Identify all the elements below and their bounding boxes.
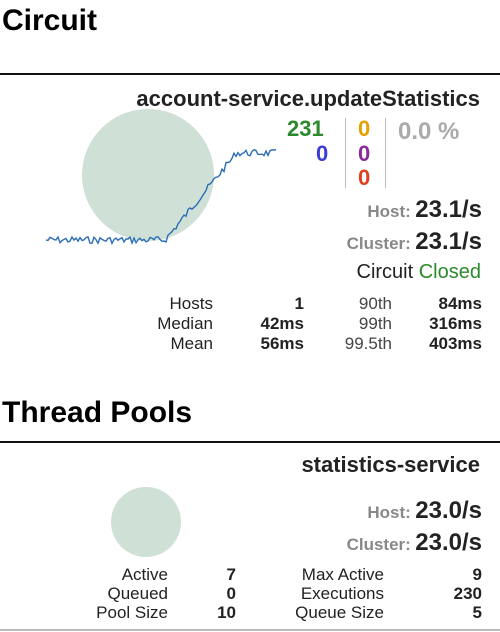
pool-active-value: 7 <box>226 565 236 584</box>
circuit-request-sparkline <box>45 148 277 246</box>
count-separator <box>385 118 386 188</box>
pool-active-label: Active <box>121 565 168 584</box>
circuit-health-circle <box>82 109 214 241</box>
thread-pool-name: statistics-service <box>301 452 480 477</box>
stat-p90-label: 90th <box>358 294 392 313</box>
pool-queued-label: Queued <box>107 584 169 603</box>
count-short-circuited: 0 <box>316 141 329 166</box>
host-rate-value: 23.1/s <box>415 196 482 223</box>
pool-cluster-rate-label: Cluster: <box>346 535 411 554</box>
pool-cluster-rate-row: Cluster: 23.0/s <box>347 529 482 557</box>
stat-mean-value: 56ms <box>260 334 304 353</box>
circuit-status-value: Closed <box>418 261 481 283</box>
count-failure: 0 <box>358 165 371 190</box>
pool-queued-value: 0 <box>226 584 236 603</box>
circuit-divider <box>0 73 500 75</box>
pool-queue-size-value: 5 <box>472 603 482 622</box>
count-success: 231 <box>287 116 324 141</box>
count-separator <box>345 118 346 188</box>
thread-pool-graph <box>111 487 181 557</box>
circuit-section-title: Circuit <box>2 4 98 37</box>
stat-mean-label: Mean <box>170 334 213 353</box>
circuit-graph <box>45 109 277 246</box>
pool-executions-value: 230 <box>453 584 482 603</box>
pool-size-value: 10 <box>217 603 236 622</box>
pool-cluster-rate-value: 23.0/s <box>415 529 482 556</box>
circuit-name: account-service.updateStatistics <box>136 86 480 111</box>
stat-p99-label: 99th <box>358 314 392 333</box>
cluster-rate-value: 23.1/s <box>415 228 482 255</box>
circuit-status-row: Circuit Closed <box>357 261 482 284</box>
circuit-host-rate-row: Host: 23.1/s <box>367 196 482 224</box>
pool-host-rate-value: 23.0/s <box>415 497 482 524</box>
count-timeout: 0 <box>358 116 371 141</box>
bottom-border <box>0 629 500 631</box>
count-rejected: 0 <box>358 141 371 166</box>
host-rate-label: Host: <box>367 202 411 221</box>
thread-pools-section-title: Thread Pools <box>2 396 193 429</box>
stat-median-value: 42ms <box>260 314 304 333</box>
stat-hosts-value: 1 <box>294 294 304 313</box>
stat-hosts-label: Hosts <box>169 294 213 313</box>
thread-pools-divider <box>0 441 500 443</box>
circuit-status-label: Circuit <box>356 261 414 283</box>
pool-executions-label: Executions <box>300 584 384 603</box>
pool-size-label: Pool Size <box>96 603 168 622</box>
stat-p90-value: 84ms <box>438 294 482 313</box>
pool-host-rate-label: Host: <box>367 503 411 522</box>
circuit-cluster-rate-row: Cluster: 23.1/s <box>347 228 482 256</box>
stat-p995-label: 99.5th <box>344 334 392 353</box>
error-percentage: 0.0 % <box>398 118 460 145</box>
stat-p995-value: 403ms <box>429 334 482 353</box>
pool-host-rate-row: Host: 23.0/s <box>367 497 482 525</box>
thread-pool-health-circle <box>111 487 181 557</box>
pool-max-active-value: 9 <box>472 565 482 584</box>
cluster-rate-label: Cluster: <box>346 234 411 253</box>
pool-queue-size-label: Queue Size <box>295 603 384 622</box>
pool-max-active-label: Max Active <box>301 565 384 584</box>
stat-median-label: Median <box>157 314 213 333</box>
stat-p99-value: 316ms <box>429 314 482 333</box>
